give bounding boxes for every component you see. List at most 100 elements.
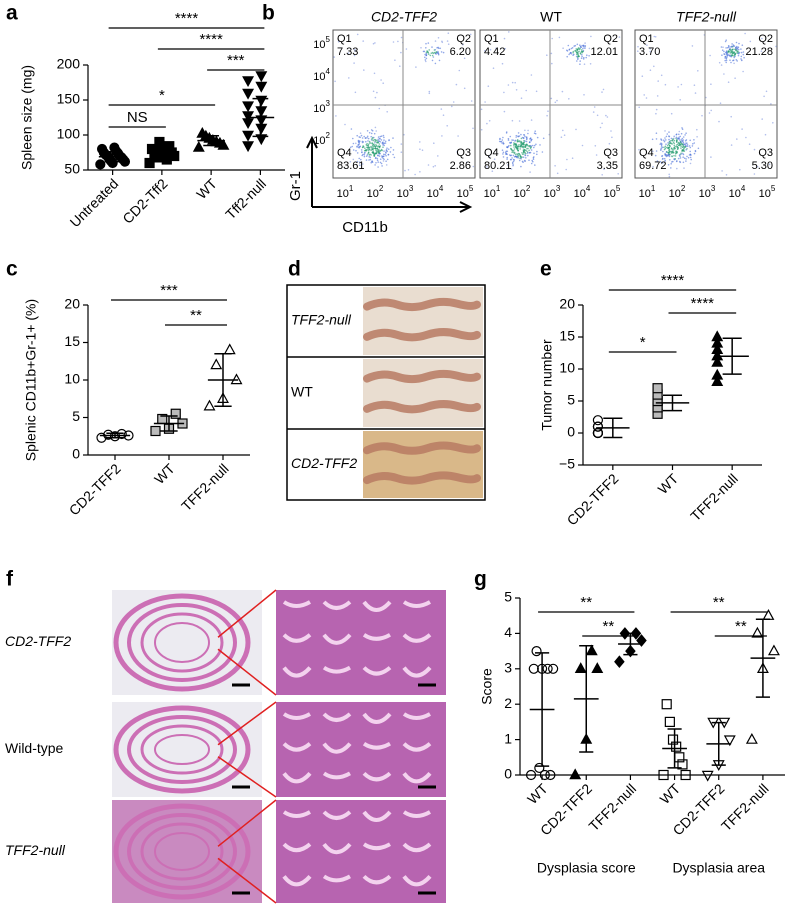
event-dot: [510, 144, 512, 147]
event-dot: [577, 51, 579, 53]
event-dot: [660, 145, 663, 147]
event-dot: [668, 153, 670, 156]
event-dot: [520, 140, 522, 143]
event-dot: [688, 145, 691, 147]
gland: [362, 842, 391, 851]
photo: [363, 359, 483, 427]
event-dot: [524, 129, 526, 132]
event-dot: [516, 154, 519, 156]
tick-exponent: 5: [771, 184, 776, 193]
gland: [322, 771, 351, 780]
event-dot: [721, 54, 723, 56]
event-dot: [510, 154, 512, 157]
event-dot: [374, 141, 376, 144]
gland: [402, 874, 432, 887]
event-dot: [666, 144, 669, 147]
event-dot: [373, 145, 376, 147]
event-dot: [359, 132, 362, 134]
gland: [362, 810, 392, 822]
sd-bar: [535, 652, 550, 767]
panel-label: b: [262, 2, 275, 25]
tick-exponent: 3: [409, 184, 414, 193]
plot-frame: [332, 29, 476, 179]
event-dot: [729, 52, 732, 54]
quadrant-name: Q2: [603, 33, 618, 45]
event-dot: [678, 130, 681, 133]
event-dot: [675, 150, 677, 153]
event-dot: [370, 161, 373, 164]
event-dot: [531, 159, 533, 162]
event-dot: [595, 154, 598, 156]
data-point: [144, 157, 155, 169]
event-dot: [370, 154, 372, 156]
event-dot: [673, 137, 675, 140]
event-dot: [373, 143, 375, 146]
event-dot: [383, 155, 385, 157]
event-dot: [671, 150, 674, 153]
event-dot: [694, 149, 697, 152]
event-dot: [530, 119, 533, 121]
event-dot: [680, 147, 682, 149]
event-dot: [527, 147, 529, 150]
event-dot: [690, 158, 692, 161]
event-dot: [654, 154, 657, 157]
event-dot: [663, 140, 666, 143]
event-dot: [611, 136, 613, 139]
gland: [282, 600, 311, 608]
event-dot: [528, 149, 530, 152]
event-dot: [724, 55, 727, 58]
significance-label: *: [640, 334, 646, 351]
event-dot: [382, 134, 385, 137]
event-dot: [428, 92, 431, 95]
event-dot: [649, 69, 652, 71]
event-dot: [680, 83, 683, 86]
data-point: [711, 349, 724, 361]
event-dot: [509, 158, 512, 161]
event-dot: [397, 40, 399, 43]
event-dot: [373, 153, 376, 156]
data-point: [255, 106, 268, 118]
event-dot: [356, 33, 359, 36]
event-dot: [370, 135, 373, 138]
y-tick-label: 3: [504, 660, 512, 676]
event-dot: [516, 155, 518, 158]
event-dot: [670, 137, 673, 140]
event-dot: [665, 151, 668, 153]
event-dot: [696, 136, 698, 138]
event-dot: [511, 139, 513, 141]
x-tick-label: WT: [655, 470, 682, 497]
event-dot: [645, 97, 648, 99]
event-dot: [518, 135, 521, 137]
event-dot: [380, 135, 383, 137]
data-point: [525, 769, 537, 781]
quadrant-name: Q2: [456, 33, 471, 45]
event-dot: [377, 142, 379, 144]
event-dot: [518, 140, 521, 143]
data-point: [230, 373, 243, 385]
data-point: [146, 143, 158, 155]
event-dot: [603, 168, 605, 171]
event-dot: [377, 138, 379, 141]
event-dot: [430, 52, 433, 54]
event-dot: [566, 55, 568, 58]
event-dot: [533, 144, 536, 147]
event-dot: [763, 95, 765, 98]
gland: [362, 741, 391, 750]
event-dot: [373, 72, 376, 75]
event-dot: [582, 44, 585, 47]
event-dot: [533, 152, 535, 155]
event-dot: [735, 41, 738, 44]
tick-base: 10: [427, 188, 439, 200]
event-dot: [727, 54, 729, 56]
event-dot: [433, 142, 435, 144]
event-dot: [605, 114, 607, 117]
event-dot: [366, 135, 369, 138]
event-dot: [359, 140, 361, 142]
data-point: [242, 130, 255, 142]
data-point: [711, 368, 724, 380]
gland: [322, 742, 352, 754]
event-dot: [358, 136, 361, 138]
event-dot: [523, 151, 525, 154]
event-dot: [679, 135, 681, 138]
event-dot: [571, 157, 574, 159]
